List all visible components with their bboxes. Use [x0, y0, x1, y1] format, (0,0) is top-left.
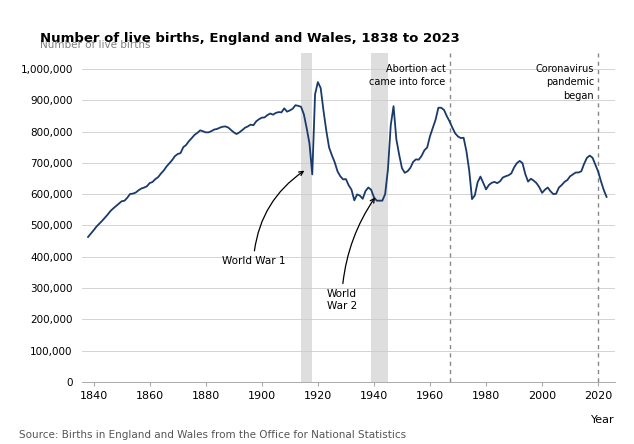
Bar [301, 53, 313, 382]
Text: Coronavirus
pandemic
began: Coronavirus pandemic began [536, 64, 594, 101]
Bar [371, 53, 388, 382]
Text: Abortion act
came into force: Abortion act came into force [369, 64, 446, 87]
Text: Number of live births, England and Wales, 1838 to 2023: Number of live births, England and Wales… [40, 32, 460, 45]
Text: Number of live births: Number of live births [40, 40, 150, 50]
Text: World War 1: World War 1 [222, 171, 303, 266]
Text: Year: Year [592, 415, 615, 425]
Text: World
War 2: World War 2 [327, 198, 374, 311]
Text: Source: Births in England and Wales from the Office for National Statistics: Source: Births in England and Wales from… [19, 429, 406, 440]
